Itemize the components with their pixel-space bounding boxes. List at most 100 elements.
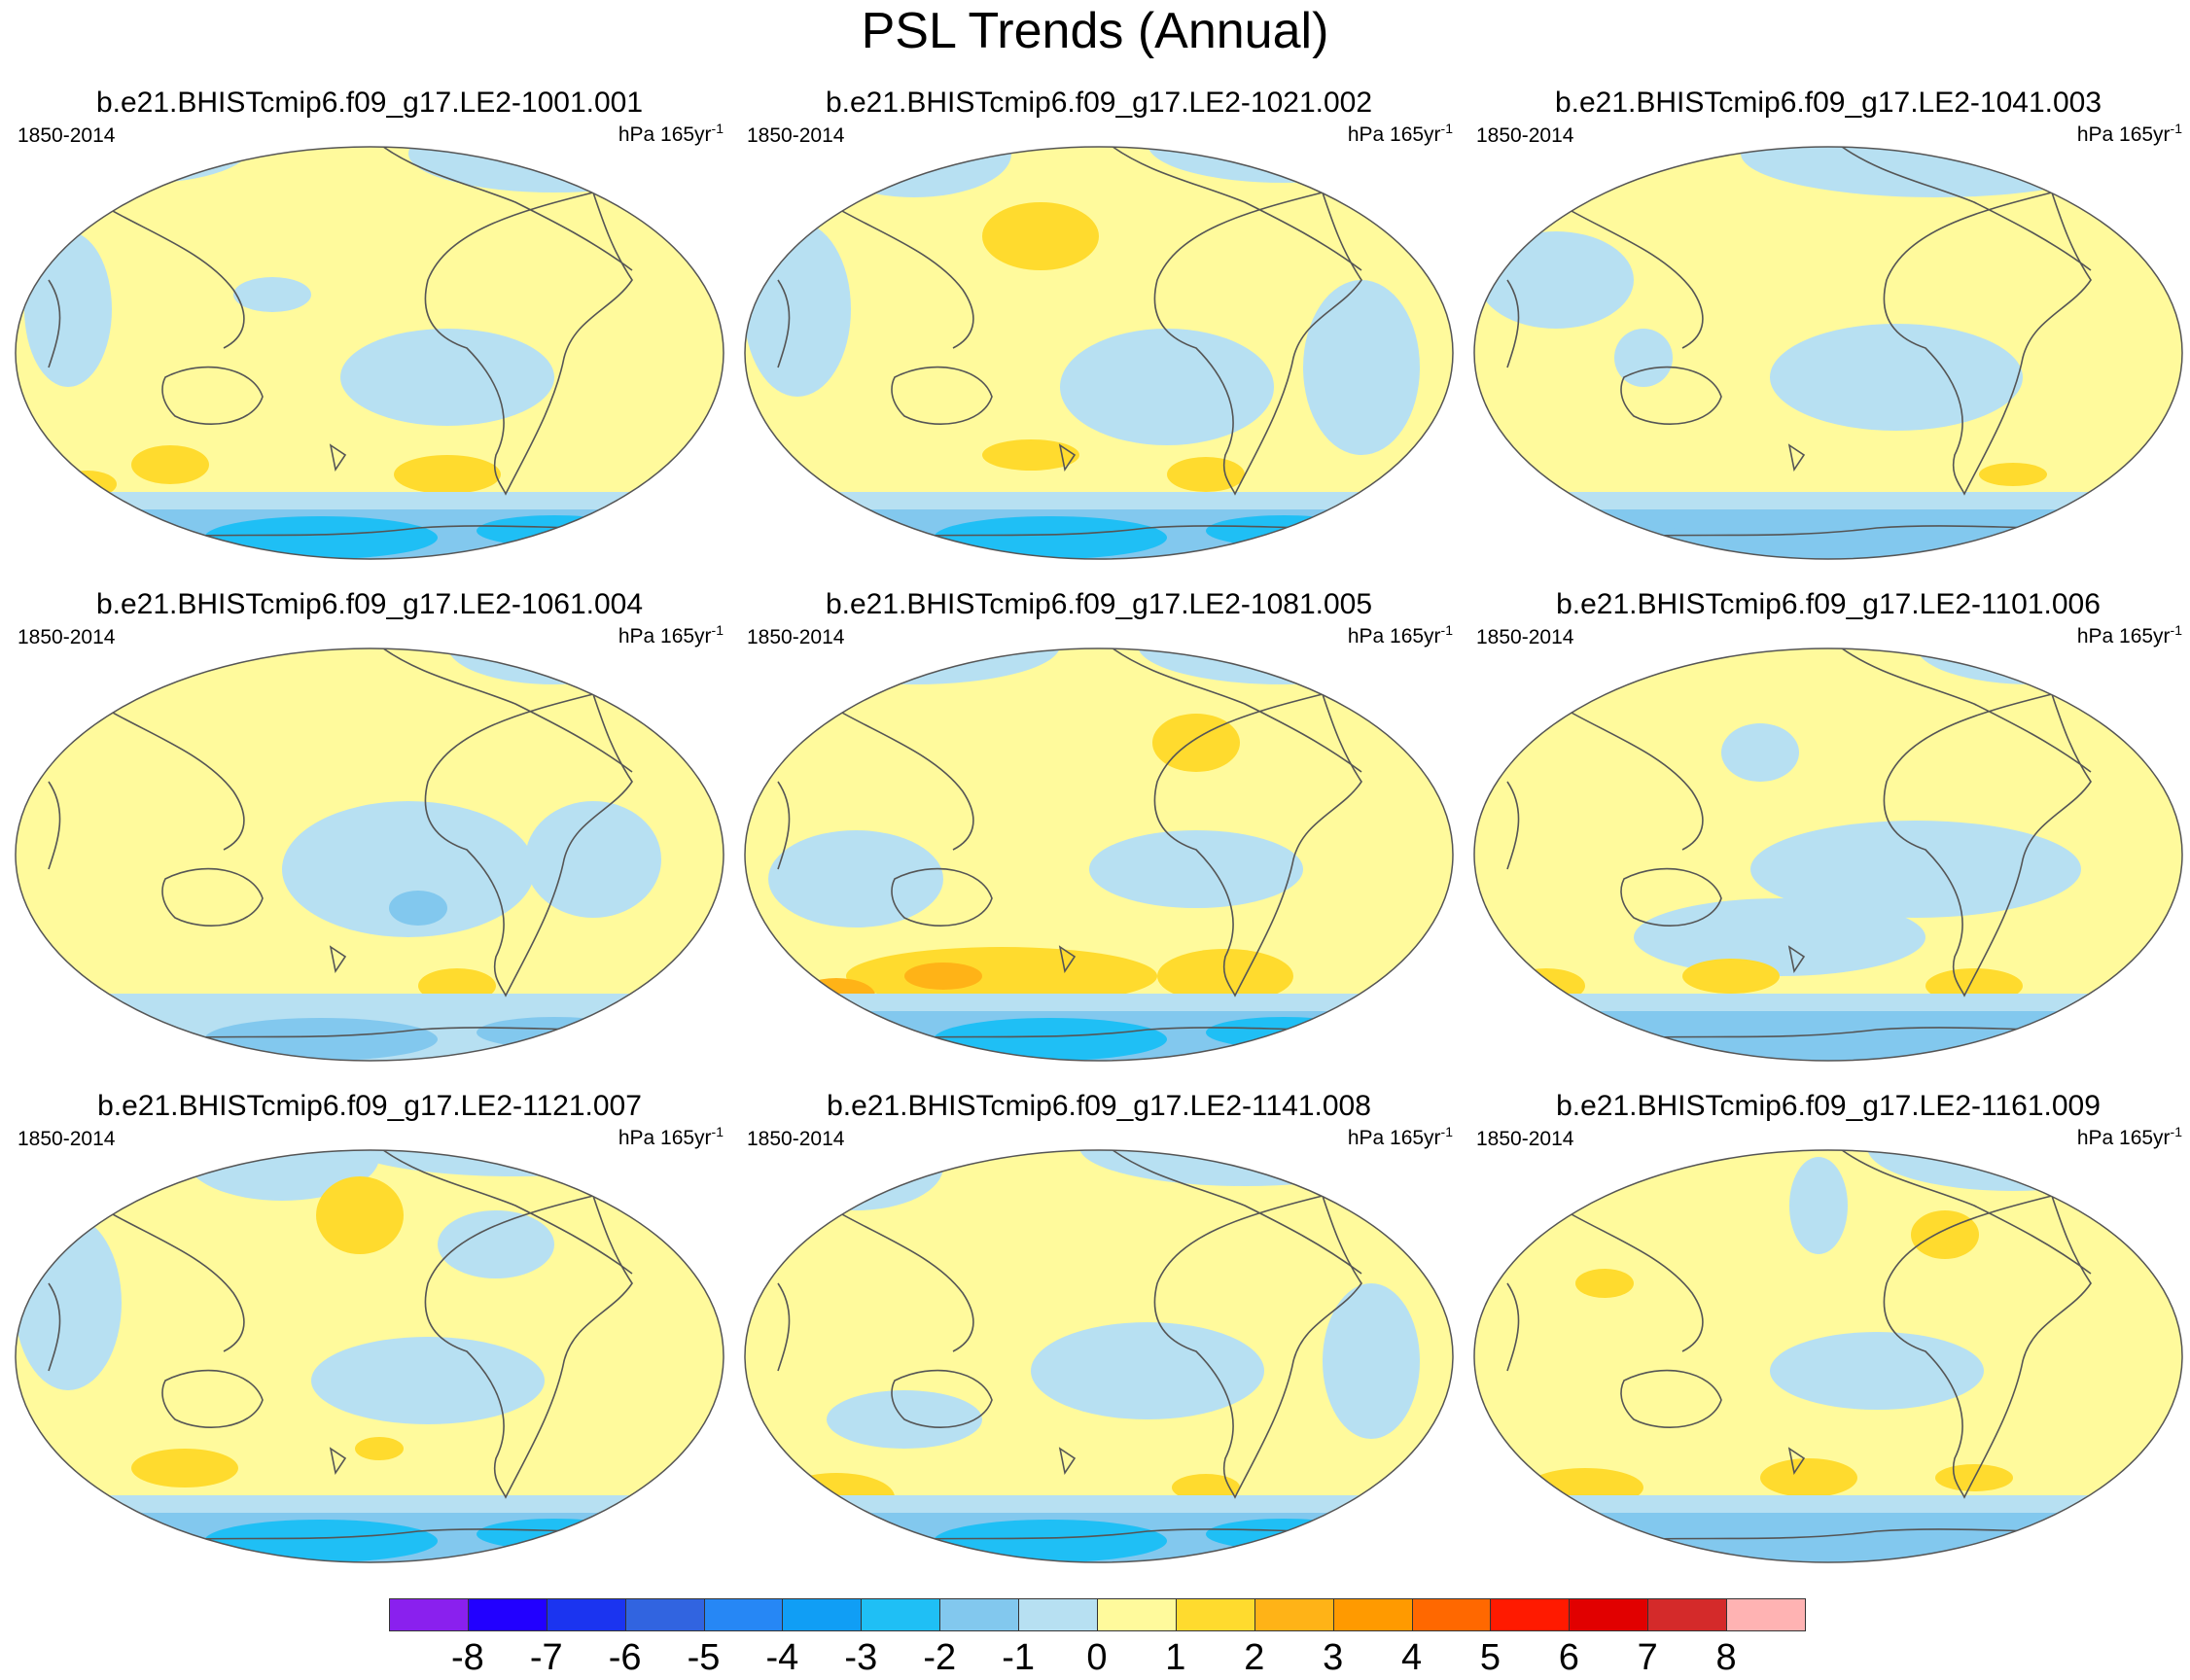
trend-contour-region — [1031, 1322, 1264, 1419]
colorbar-swatch — [467, 1598, 548, 1631]
coastline — [96, 1205, 245, 1352]
colorbar-tick-label: 8 — [1715, 1637, 1737, 1678]
coastline — [1058, 443, 1077, 472]
panel-years: 1850-2014 — [1476, 626, 1574, 648]
map-plot — [15, 1149, 724, 1563]
trend-contour-region — [1225, 648, 1303, 665]
map-plot — [744, 146, 1454, 560]
panel-years: 1850-2014 — [747, 1128, 845, 1150]
coastline — [1506, 781, 1520, 870]
coastline — [1620, 1369, 1722, 1428]
trend-contour-region — [282, 801, 535, 937]
trend-contour-region — [24, 231, 112, 387]
map-plot — [15, 146, 724, 560]
map-outline — [15, 146, 724, 560]
southern-ocean-band — [745, 994, 1453, 1011]
trend-contour-region — [1760, 1458, 1857, 1497]
coastline — [378, 147, 633, 271]
colorbar-tick-label: 2 — [1244, 1637, 1265, 1678]
coastline — [777, 1282, 791, 1372]
map-plot — [1473, 1149, 2183, 1563]
coastline — [1787, 945, 1806, 974]
coastline — [891, 1369, 993, 1428]
coastline — [1883, 192, 2092, 496]
trend-contour-region — [745, 222, 851, 397]
trend-contour-region — [1303, 280, 1420, 455]
antarctic-low — [1206, 1017, 1361, 1048]
map-outline — [1473, 146, 2183, 560]
trend-contour-region — [1614, 329, 1673, 387]
trend-contour-region — [1770, 324, 2023, 431]
panel-years: 1850-2014 — [747, 124, 845, 147]
coastline — [1506, 279, 1520, 368]
map-panel: b.e21.BHISTcmip6.f09_g17.LE2-1041.003 185… — [1468, 86, 2188, 581]
colorbar-tick-label: -8 — [450, 1637, 484, 1678]
antarctic-low — [1935, 515, 2091, 546]
colorbar-swatch — [861, 1598, 941, 1631]
antarctic-low — [1663, 1520, 1896, 1562]
trend-contour-region — [131, 1449, 238, 1488]
coastline — [891, 867, 993, 927]
colorbar-swatch — [939, 1598, 1020, 1631]
colorbar-tick-label: -2 — [923, 1637, 957, 1678]
panel-title: b.e21.BHISTcmip6.f09_g17.LE2-1061.004 — [95, 588, 644, 620]
trend-contour-region — [1167, 457, 1245, 492]
coastline — [48, 781, 61, 870]
trend-contour-region — [846, 947, 1157, 1005]
southern-ocean-band — [1474, 492, 2182, 509]
coastline — [777, 781, 791, 870]
map-plot — [1473, 648, 2183, 1062]
trend-contour-region — [1634, 898, 1925, 976]
trend-contour-region — [1575, 1269, 1634, 1298]
panel-years: 1850-2014 — [18, 124, 116, 147]
coastline — [161, 1369, 264, 1428]
trend-contour-region — [982, 202, 1099, 270]
panel-units: hPa 165yr-1 — [618, 622, 724, 648]
coastline — [424, 192, 633, 496]
colorbar-tick-label: 1 — [1165, 1637, 1186, 1678]
trend-contour-region — [1911, 1210, 1979, 1259]
colorbar-tick-label: 5 — [1479, 1637, 1501, 1678]
panel-title: b.e21.BHISTcmip6.f09_g17.LE2-1101.006 — [1556, 588, 2101, 620]
colorbar-tick-label: 7 — [1637, 1637, 1658, 1678]
trend-contour-region — [768, 830, 943, 928]
coastline — [1837, 147, 2092, 271]
map-panel: b.e21.BHISTcmip6.f09_g17.LE2-1141.008 185… — [739, 1089, 1459, 1585]
map-plot — [1473, 146, 2183, 560]
southern-ocean-band — [1474, 994, 2182, 1011]
coastline — [1058, 1447, 1077, 1476]
trend-contour-region — [486, 147, 583, 154]
southern-ocean-band — [16, 1495, 724, 1513]
trend-contour-region — [311, 1337, 545, 1424]
coastline — [1506, 1282, 1520, 1372]
colorbar-swatch — [1332, 1598, 1413, 1631]
antarctic-low — [934, 1018, 1167, 1061]
map-plot — [15, 648, 724, 1062]
map-outline — [1473, 648, 2183, 1062]
trend-contour-region — [1741, 147, 2130, 197]
trend-contour-region — [340, 329, 554, 426]
coastline — [424, 1195, 633, 1499]
map-outline — [744, 648, 1454, 1062]
colorbar-tick-label: -3 — [844, 1637, 878, 1678]
antarctic-low — [477, 1017, 632, 1048]
trend-contour-region — [1750, 821, 2081, 918]
coastline — [1108, 648, 1362, 773]
coastline — [161, 867, 264, 927]
coastline — [48, 279, 61, 368]
southern-ocean-band — [16, 492, 724, 509]
map-panel: b.e21.BHISTcmip6.f09_g17.LE2-1081.005 185… — [739, 587, 1459, 1083]
colorbar-swatch — [1647, 1598, 1728, 1631]
trend-contour-region — [1770, 1332, 1984, 1410]
coastline — [329, 443, 347, 472]
southern-ocean-band — [1474, 1495, 2182, 1513]
antarctic-low — [934, 516, 1167, 559]
antarctic-low — [1935, 1519, 2091, 1550]
colorbar-swatch — [1569, 1598, 1649, 1631]
antarctic-low — [204, 1520, 438, 1562]
trend-contour-region — [1721, 723, 1799, 782]
panel-title: b.e21.BHISTcmip6.f09_g17.LE2-1021.002 — [825, 87, 1373, 119]
coastline — [1837, 648, 2092, 773]
trend-contour-region — [1478, 231, 1634, 329]
antarctic-low — [1935, 1017, 2091, 1048]
